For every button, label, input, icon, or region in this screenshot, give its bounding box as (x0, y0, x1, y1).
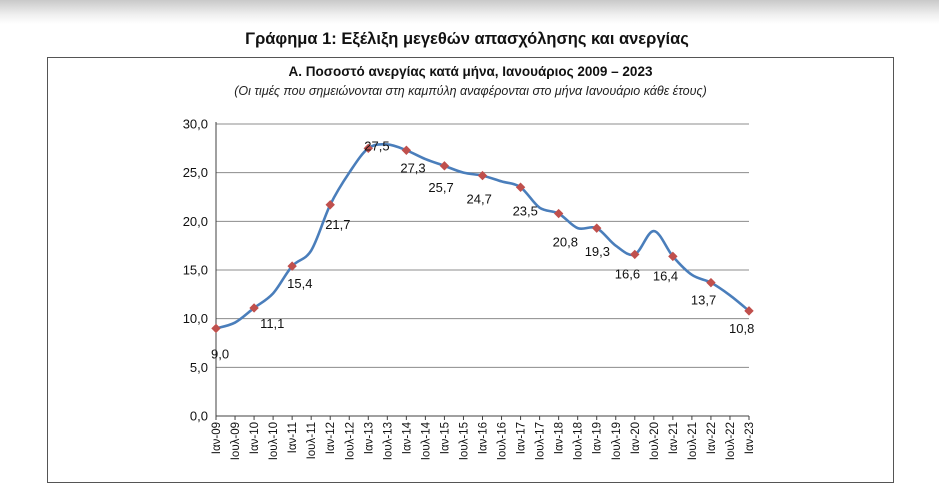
january-marker (439, 161, 450, 171)
data-label: 19,3 (585, 244, 610, 259)
data-label: 27,5 (364, 138, 389, 153)
january-marker (211, 323, 221, 334)
x-tick-label: Ιαν-15 (439, 422, 451, 454)
x-tick-label: Ιουλ-14 (420, 421, 432, 460)
january-marker (363, 143, 373, 154)
x-tick-label: Ιαν-16 (478, 422, 490, 454)
y-tick-label: 5,0 (190, 360, 208, 375)
top-bar (0, 0, 939, 24)
x-tick-label: Ιουλ-18 (573, 422, 585, 460)
january-marker (325, 200, 335, 210)
january-marker (287, 261, 297, 271)
x-tick-label: Ιαν-11 (287, 422, 299, 453)
x-tick-label: Ιαν-10 (249, 422, 261, 454)
data-label: 21,7 (325, 217, 350, 232)
data-label: 23,5 (513, 203, 538, 218)
x-tick-label: Ιουλ-15 (458, 422, 470, 460)
y-tick-label: 10,0 (183, 311, 208, 326)
y-tick-label: 30,0 (183, 117, 208, 132)
january-marker (630, 249, 640, 260)
chart-subtitle: (Οι τιμές που σημειώνονται στη καμπύλη α… (234, 84, 707, 98)
data-label: 16,6 (615, 266, 640, 281)
y-tick-label: 0,0 (190, 409, 208, 424)
x-tick-label: Ιαν-14 (401, 421, 413, 454)
x-tick-label: Ιουλ-22 (725, 422, 737, 460)
january-marker (744, 306, 754, 316)
y-tick-label: 25,0 (183, 165, 208, 180)
january-marker (668, 251, 678, 262)
data-label: 11,1 (260, 316, 284, 331)
x-tick-label: Ιουλ-16 (497, 422, 509, 460)
x-tick-label: Ιουλ-10 (268, 422, 280, 460)
x-tick-label: Ιουλ-12 (344, 422, 356, 460)
x-tick-label: Ιουλ-17 (535, 422, 547, 460)
x-tick-label: Ιαν-17 (516, 422, 528, 454)
x-tick-label: Ιουλ-19 (611, 422, 623, 460)
january-marker (706, 277, 716, 288)
x-tick-label: Ιαν-21 (668, 422, 680, 454)
january-marker (401, 145, 412, 155)
x-tick-label: Ιουλ-20 (649, 422, 661, 460)
january-marker (249, 303, 259, 313)
data-label: 15,4 (287, 276, 312, 291)
january-marker (553, 208, 564, 219)
data-label: 25,7 (428, 180, 453, 195)
x-tick-label: Ιουλ-21 (687, 422, 699, 460)
january-marker (515, 182, 526, 192)
data-label: 16,4 (653, 268, 678, 283)
data-label: 27,3 (400, 160, 425, 175)
january-marker (477, 170, 488, 181)
data-label: 20,8 (553, 235, 578, 250)
figure-main-title: Γράφημα 1: Εξέλιξη μεγεθών απασχόλησης κ… (245, 30, 689, 48)
data-label: 13,7 (691, 293, 716, 308)
x-tick-label: Ιαν-20 (630, 422, 642, 454)
x-tick-label: Ιαν-18 (554, 422, 566, 454)
x-tick-label: Ιαν-23 (744, 422, 756, 454)
x-tick-label: Ιουλ-13 (382, 422, 394, 460)
x-tick-label: Ιαν-19 (592, 422, 604, 454)
y-tick-label: 15,0 (183, 263, 208, 278)
chart-title: Α. Ποσοστό ανεργίας κατά μήνα, Ιανουάριο… (288, 64, 653, 79)
january-marker (592, 223, 602, 233)
x-tick-label: Ιουλ-11 (306, 422, 318, 459)
x-tick-label: Ιουλ-09 (230, 422, 242, 460)
x-tick-label: Ιαν-22 (706, 422, 718, 454)
x-tick-label: Ιαν-12 (325, 422, 337, 454)
y-tick-label: 20,0 (183, 214, 208, 229)
data-label: 24,7 (467, 192, 492, 207)
data-label: 10,8 (729, 321, 754, 336)
x-tick-label: Ιαν-13 (363, 422, 375, 454)
x-tick-label: Ιαν-09 (211, 422, 223, 454)
data-label: 9,0 (211, 346, 229, 361)
